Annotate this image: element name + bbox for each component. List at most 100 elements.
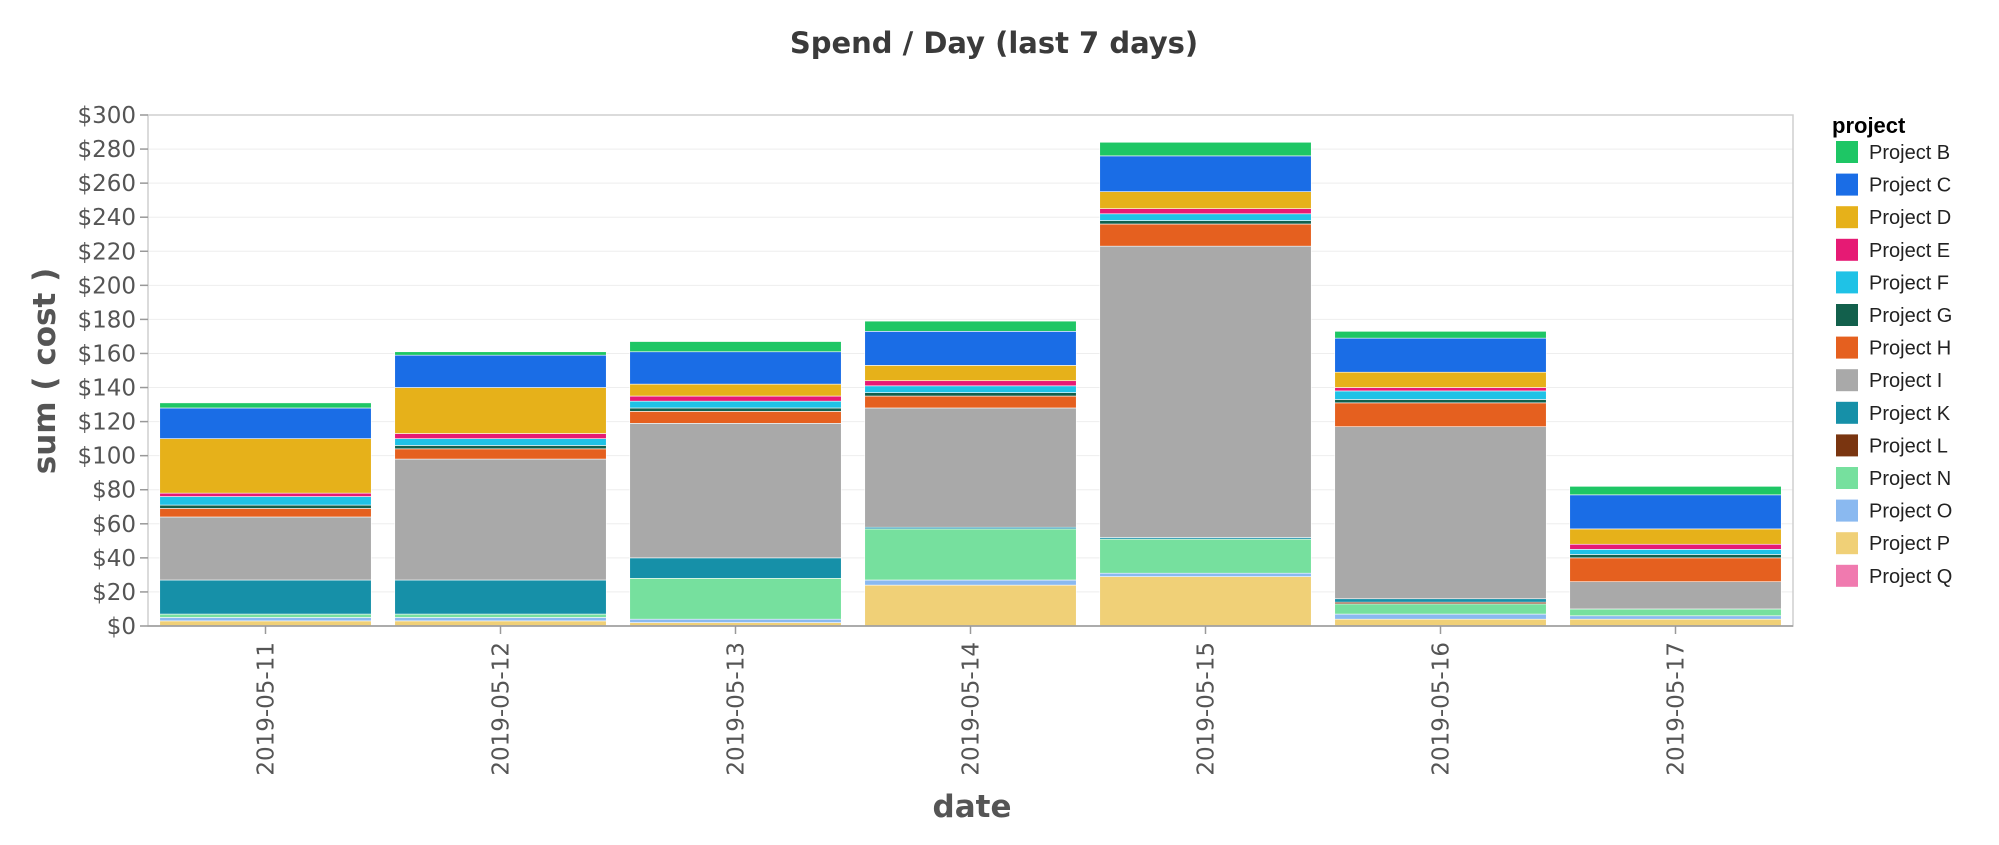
bar-segment — [629, 351, 842, 385]
bar-segment — [864, 395, 1077, 409]
bar-segment — [394, 458, 607, 581]
bar-segment — [1099, 572, 1312, 577]
bar-segment — [1569, 494, 1782, 530]
bar-segment — [1334, 371, 1547, 388]
legend-swatch — [1836, 206, 1858, 229]
bar-segment — [159, 613, 372, 618]
bar-segment — [394, 448, 607, 460]
legend-label: Project H — [1869, 338, 1951, 360]
y-tick-label: $300 — [77, 103, 136, 129]
bar-segment — [629, 618, 842, 623]
legend-swatch — [1836, 271, 1858, 294]
legend-label: Project F — [1869, 272, 1949, 294]
bar-segment — [864, 380, 1077, 387]
bar-segment — [629, 557, 842, 579]
bar-segment — [1569, 581, 1782, 610]
bar-segment — [1334, 331, 1547, 339]
bar-segment — [1099, 220, 1312, 225]
bar-segment — [629, 578, 842, 620]
x-tick-label: 2019-05-13 — [724, 642, 750, 776]
bar-segment — [1569, 557, 1782, 583]
bar-segment — [1334, 613, 1547, 620]
legend-swatch — [1836, 369, 1858, 392]
legend-label: Project B — [1869, 142, 1950, 164]
y-axis: $0 $20 $40 $60 $80 $100 $120 $140 $160 $180 $200 $2… — [77, 103, 148, 640]
bar-segment — [394, 579, 607, 615]
bar-segment — [1334, 402, 1547, 428]
x-tick-label: 2019-05-16 — [1429, 642, 1455, 776]
bar-segment — [629, 407, 842, 412]
bar-segment — [159, 492, 372, 497]
y-axis-title: sum ( cost ) — [27, 268, 63, 474]
bar-segment — [394, 613, 607, 618]
bar-segment — [629, 395, 842, 402]
legend-swatch — [1836, 434, 1858, 457]
y-tick-label: $160 — [77, 341, 136, 367]
y-tick-label: $120 — [77, 410, 136, 436]
legend-title: project — [1832, 113, 1906, 138]
bar-segment — [1099, 245, 1312, 538]
y-tick-label: $260 — [77, 171, 136, 197]
legend-swatch — [1836, 336, 1858, 359]
bar-segment — [1099, 155, 1312, 192]
y-tick-label: $20 — [92, 580, 136, 606]
bar-segment — [1569, 608, 1782, 617]
bar-segment — [159, 617, 372, 622]
bar-segment — [864, 584, 1077, 627]
y-tick-label: $240 — [77, 205, 136, 231]
bar-segment — [394, 387, 607, 434]
bar-segment — [864, 579, 1077, 586]
legend-swatch — [1836, 304, 1858, 326]
bar-segment — [159, 508, 372, 518]
bar-segment — [1334, 337, 1547, 373]
legend: project Project B Project C Project D Proje… — [1832, 113, 1952, 588]
legend-label: Project P — [1869, 533, 1950, 555]
legend-label: Project Q — [1869, 566, 1952, 588]
legend-label: Project L — [1869, 435, 1948, 457]
y-tick-label: $220 — [77, 239, 136, 265]
y-tick-label: $280 — [77, 137, 136, 163]
x-tick-label: 2019-05-15 — [1194, 642, 1220, 776]
x-axis-title: date — [933, 789, 1012, 825]
legend-swatch — [1836, 564, 1858, 587]
bar-segment — [1334, 618, 1547, 627]
bar-segment — [629, 341, 842, 353]
bar-segment — [1569, 554, 1782, 559]
legend-label: Project D — [1869, 207, 1951, 229]
bar-segment — [1099, 141, 1312, 157]
legend-label: Project C — [1869, 175, 1951, 197]
bar-segment — [864, 331, 1077, 366]
bar-segment — [159, 407, 372, 439]
bar-segment — [394, 617, 607, 622]
bar-segment — [394, 354, 607, 388]
legend-label: Project O — [1869, 501, 1952, 523]
legend-swatch — [1836, 532, 1858, 555]
legend-swatch — [1836, 173, 1858, 196]
legend-label: Project N — [1869, 468, 1951, 490]
bar-segment — [1099, 191, 1312, 209]
x-tick-label: 2019-05-17 — [1664, 642, 1690, 776]
y-tick-label: $40 — [92, 546, 136, 572]
y-tick-label: $200 — [77, 273, 136, 299]
bar-segment — [864, 385, 1077, 393]
bar-segment — [1569, 528, 1782, 545]
bar-segment — [1569, 549, 1782, 555]
y-tick-label: $80 — [92, 478, 136, 504]
bars — [159, 141, 1782, 627]
x-tick-label: 2019-05-14 — [959, 642, 985, 776]
legend-label: Project I — [1869, 370, 1942, 392]
bar-segment — [394, 438, 607, 446]
legend-label: Project G — [1869, 305, 1952, 327]
bar-segment — [629, 400, 842, 409]
bar-segment — [864, 392, 1077, 397]
bar-segment — [1099, 213, 1312, 221]
bar-segment — [1569, 486, 1782, 496]
bar-segment — [1334, 399, 1547, 404]
bar-segment — [394, 620, 607, 627]
bar-segment — [1099, 208, 1312, 215]
bar-segment — [1099, 223, 1312, 247]
bar-segment — [159, 516, 372, 581]
legend-swatch — [1836, 467, 1858, 489]
